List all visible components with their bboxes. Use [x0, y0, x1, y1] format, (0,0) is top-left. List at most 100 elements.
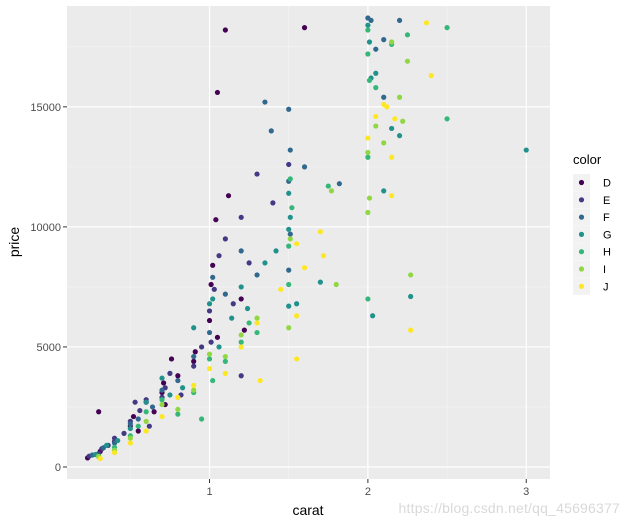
data-point-G — [396, 133, 403, 139]
data-point-E — [208, 339, 214, 345]
y-axis-title: price — [6, 227, 22, 258]
legend-key-J — [578, 283, 585, 289]
data-point-G — [143, 399, 149, 405]
data-point-I — [366, 195, 373, 201]
data-point-H — [210, 377, 216, 384]
data-point-J — [294, 241, 300, 247]
data-point-F — [222, 291, 228, 297]
data-point-F — [175, 377, 181, 384]
data-point-H — [286, 243, 292, 249]
data-point-J — [389, 193, 395, 199]
data-point-H — [287, 176, 293, 182]
data-point-E — [191, 363, 197, 369]
data-point-G — [127, 425, 133, 432]
data-point-H — [135, 423, 141, 429]
data-point-D — [130, 413, 137, 420]
data-point-G — [370, 313, 376, 319]
data-point-J — [97, 455, 103, 462]
data-point-G — [286, 226, 292, 232]
data-point-E — [222, 236, 228, 242]
data-point-F — [373, 46, 379, 52]
data-point-E — [211, 286, 217, 292]
legend-key-F — [578, 214, 585, 220]
x-tick-label: 2 — [365, 486, 371, 498]
data-point-G — [523, 147, 529, 153]
data-point-H — [238, 339, 244, 345]
data-point-G — [366, 39, 373, 45]
data-point-J — [389, 154, 395, 160]
y-tick-label: 5000 — [37, 342, 61, 354]
y-tick-label: 10000 — [30, 222, 61, 234]
data-point-D — [151, 409, 157, 415]
legend-label-E: E — [603, 195, 610, 207]
major-gridlines — [67, 6, 550, 479]
legend-title: color — [573, 152, 602, 167]
data-point-H — [404, 32, 411, 38]
data-point-I — [254, 315, 260, 321]
data-point-J — [423, 20, 430, 26]
data-point-I — [389, 39, 395, 45]
data-point-F — [268, 128, 274, 134]
data-point-D — [238, 296, 244, 302]
data-point-E — [121, 430, 127, 436]
data-point-E — [238, 373, 244, 379]
data-point-G — [262, 260, 268, 266]
data-point-I — [238, 332, 244, 338]
legend-key-H — [578, 249, 585, 255]
data-point-H — [373, 85, 379, 91]
data-point-G — [167, 392, 173, 398]
data-point-G — [287, 214, 293, 220]
data-point-H — [143, 409, 149, 415]
data-point-H — [365, 154, 371, 160]
data-point-H — [254, 329, 260, 336]
data-point-F — [206, 329, 213, 336]
data-point-F — [381, 94, 387, 100]
data-point-G — [408, 293, 414, 300]
data-point-J — [317, 229, 323, 235]
data-point-G — [180, 385, 186, 391]
data-point-G — [294, 301, 300, 307]
data-point-I — [373, 123, 379, 129]
data-point-F — [286, 106, 292, 112]
data-point-F — [368, 17, 374, 24]
legend-label-D: D — [603, 178, 611, 190]
data-point-E — [132, 399, 138, 405]
data-point-I — [191, 387, 197, 393]
data-point-I — [328, 188, 335, 194]
data-point-J — [222, 370, 228, 376]
data-point-J — [159, 413, 165, 420]
data-point-D — [161, 380, 167, 386]
data-point-E — [238, 214, 244, 220]
data-point-G — [286, 303, 292, 309]
data-point-J — [384, 104, 390, 110]
data-point-I — [365, 209, 371, 216]
data-point-G — [389, 125, 395, 132]
legend-label-H: H — [603, 247, 611, 259]
data-point-G — [381, 188, 387, 194]
data-point-J — [206, 365, 213, 372]
data-point-G — [238, 284, 244, 290]
data-point-G — [273, 248, 279, 254]
data-point-I — [206, 351, 213, 357]
data-point-F — [287, 231, 293, 237]
data-point-G — [244, 305, 251, 312]
legend-key-I — [578, 266, 585, 272]
data-point-D — [168, 356, 175, 362]
data-point-F — [396, 17, 403, 24]
data-point-H — [365, 51, 371, 57]
data-point-G — [286, 190, 292, 196]
legend-key-G — [578, 231, 585, 237]
data-point-J — [320, 253, 327, 259]
data-point-J — [127, 440, 133, 446]
data-point-D — [222, 27, 228, 33]
data-point-J — [294, 313, 300, 319]
data-point-I — [159, 401, 165, 408]
data-point-J — [191, 382, 197, 388]
minor-gridlines — [67, 6, 550, 479]
legend-label-F: F — [603, 212, 610, 224]
legend-label-G: G — [603, 229, 612, 241]
data-point-E — [230, 301, 236, 307]
data-point-E — [146, 423, 152, 429]
